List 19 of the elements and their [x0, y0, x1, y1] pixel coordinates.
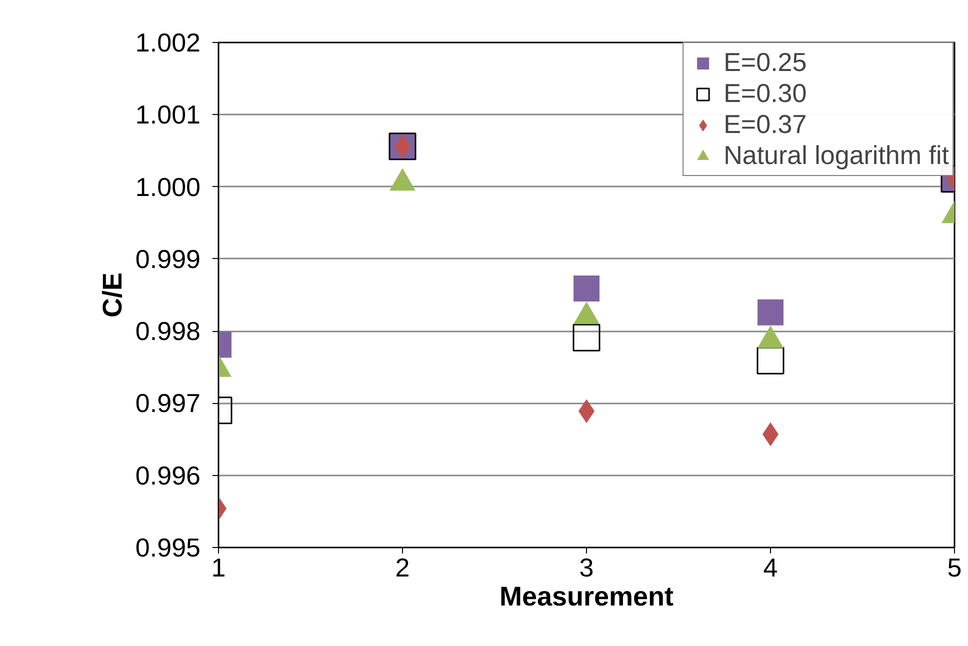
y-tick-label: 0.999: [135, 244, 201, 274]
x-tick-label: 1: [211, 552, 226, 582]
y-axis-title: C/E: [97, 272, 128, 318]
y-tick-label: 1.000: [135, 172, 201, 202]
y-tick-label: 1.002: [135, 28, 201, 58]
legend-label: E=0.30: [724, 78, 807, 109]
y-tick-label: 0.995: [135, 532, 201, 562]
y-tick-label: 0.996: [135, 460, 201, 490]
y-tick-label: 0.998: [135, 316, 201, 346]
y-tick-label: 1.001: [135, 100, 201, 130]
x-tick-label: 2: [395, 552, 410, 582]
x-tick-label: 3: [579, 552, 594, 582]
legend-label: Natural logarithm fit: [724, 140, 949, 171]
x-tick-label: 4: [763, 552, 778, 582]
legend-label: E=0.25: [724, 47, 807, 78]
x-tick-label: 5: [947, 552, 962, 582]
x-axis-title: Measurement: [499, 582, 674, 612]
legend-label: E=0.37: [724, 109, 807, 140]
y-tick-label: 0.997: [135, 388, 201, 418]
